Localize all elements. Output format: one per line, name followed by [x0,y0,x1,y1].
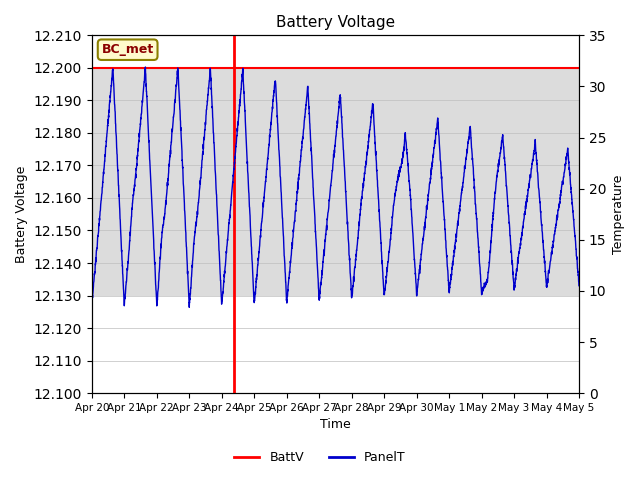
Title: Battery Voltage: Battery Voltage [276,15,395,30]
Text: BC_met: BC_met [102,43,154,56]
X-axis label: Time: Time [320,419,351,432]
Bar [92,68,579,296]
Y-axis label: Temperature: Temperature [612,175,625,254]
Y-axis label: Battery Voltage: Battery Voltage [15,166,28,263]
Legend: BattV, PanelT: BattV, PanelT [229,446,411,469]
